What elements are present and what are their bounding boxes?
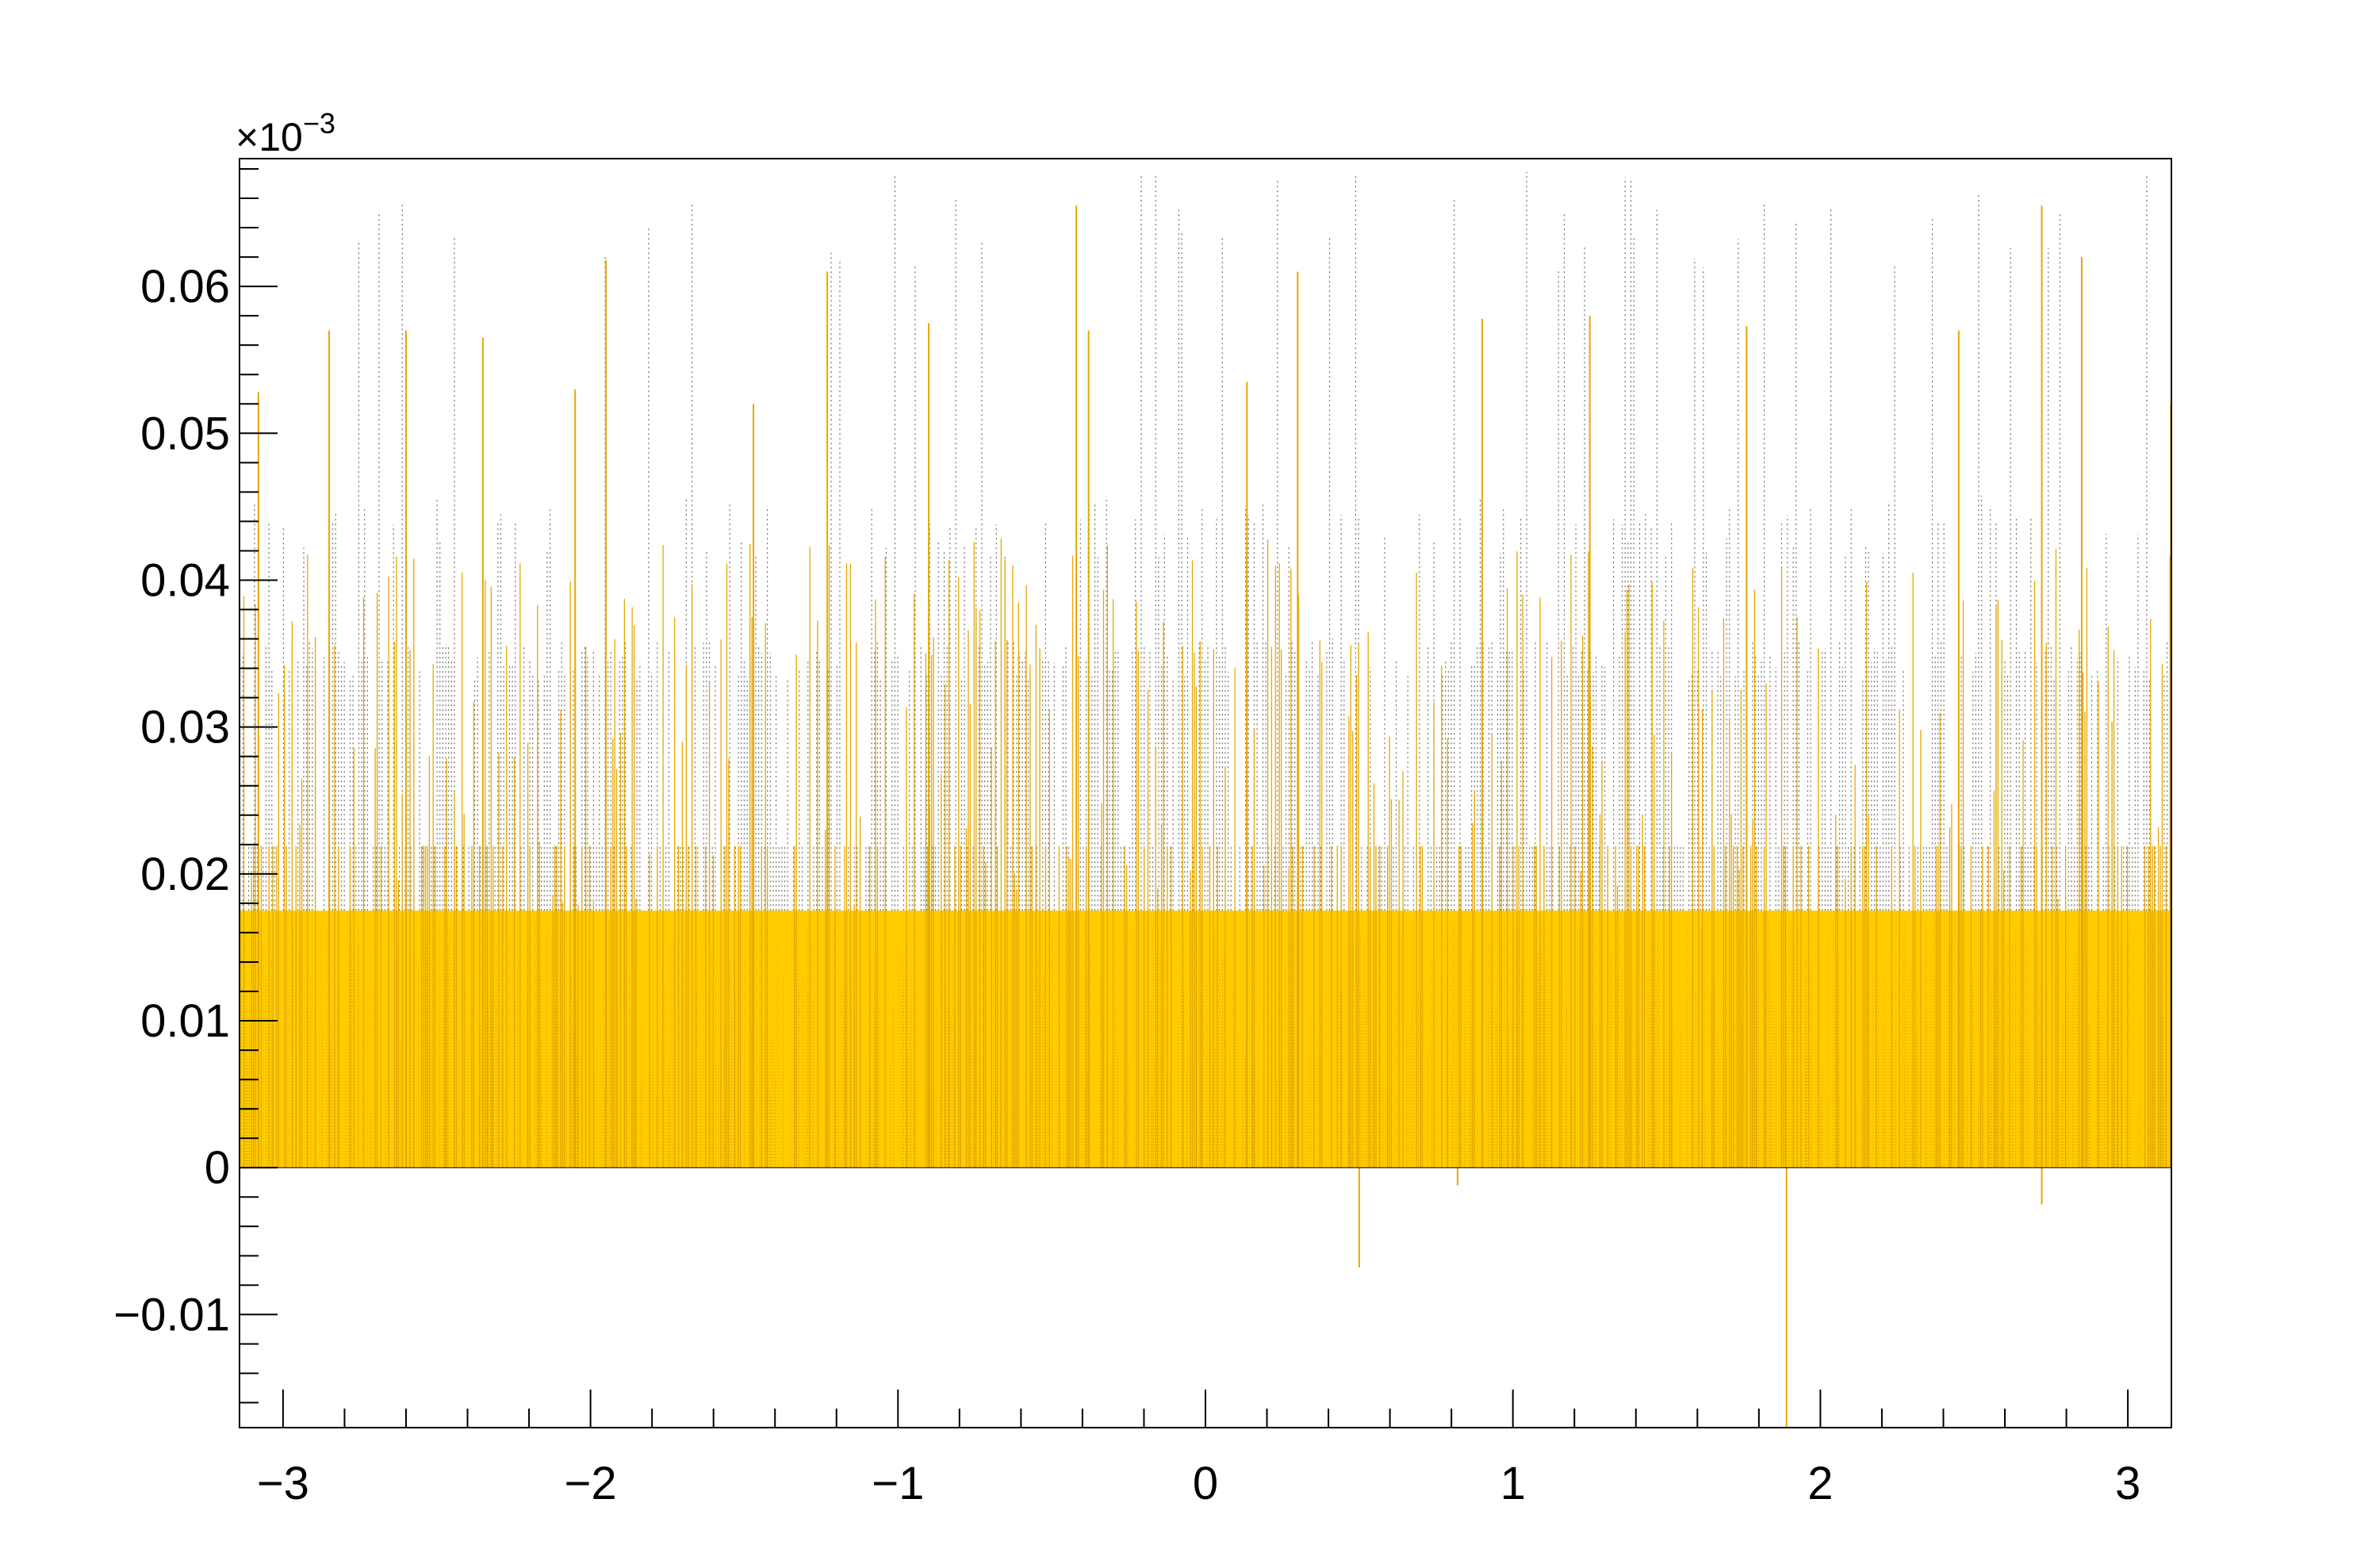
x-tick-label: −2 xyxy=(565,1458,617,1509)
y-tick-label: 0.02 xyxy=(140,849,230,900)
plot-border xyxy=(239,158,2172,1428)
y-multiplier-label: ×10−3 xyxy=(236,107,335,159)
plot-frame xyxy=(239,158,2172,1428)
tick-labels: −3 −2 −1 0 1 2 3 −0.01 0 0.01 0.02 0.03 0.04 0.05 0.06 xyxy=(113,261,2140,1509)
y-tick-label: 0.01 xyxy=(140,995,230,1047)
y-tick-label: 0 xyxy=(205,1142,230,1194)
x-tick-label: 2 xyxy=(1807,1458,1833,1509)
y-tick-label: 0.04 xyxy=(140,554,230,606)
filled-series xyxy=(240,205,2172,1428)
axis-ticks xyxy=(240,167,2129,1428)
x-tick-label: 3 xyxy=(2115,1458,2140,1509)
y-tick-label: 0.03 xyxy=(140,702,230,753)
x-tick-label: −1 xyxy=(872,1458,924,1509)
x-tick-label: 0 xyxy=(1193,1458,1218,1509)
filled-base-band xyxy=(240,911,2171,1168)
y-multiplier-base: ×10 xyxy=(236,115,303,159)
x-tick-label: 1 xyxy=(1500,1458,1526,1509)
x-tick-label: −3 xyxy=(257,1458,309,1509)
y-tick-label: 0.06 xyxy=(140,261,230,312)
y-tick-label: −0.01 xyxy=(113,1289,230,1340)
y-multiplier-exponent: −3 xyxy=(303,107,335,140)
y-tick-label: 0.05 xyxy=(140,408,230,459)
